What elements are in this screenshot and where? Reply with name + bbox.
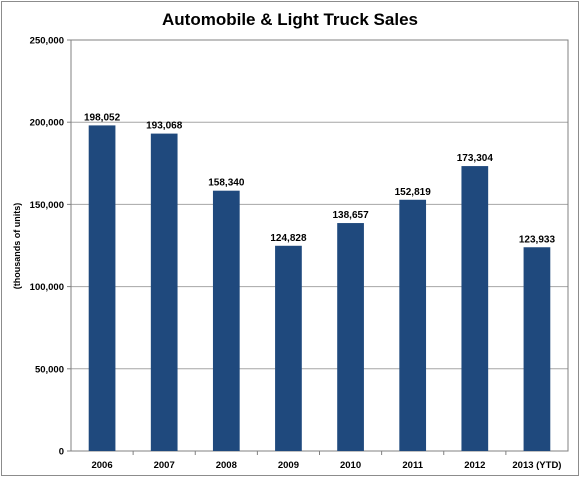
x-tick-label: 2006 — [91, 460, 112, 471]
y-tick-label: 200,000 — [30, 118, 64, 129]
grid-lines — [71, 39, 568, 370]
x-tick-label: 2011 — [402, 460, 423, 471]
y-tick-label: 250,000 — [30, 36, 64, 47]
y-axis-label: (thousands of units) — [12, 203, 22, 290]
bar — [523, 247, 551, 451]
data-label: 138,657 — [332, 210, 369, 221]
data-label: 193,068 — [146, 121, 183, 132]
x-tick-label: 2008 — [216, 460, 237, 471]
data-label: 158,340 — [208, 178, 245, 189]
bar — [150, 133, 178, 452]
bar — [337, 223, 364, 451]
bar — [88, 125, 116, 451]
data-label: 124,828 — [270, 233, 307, 244]
data-label: 198,052 — [84, 112, 121, 123]
plot-area-border — [70, 39, 569, 452]
y-tick-label: 100,000 — [30, 282, 64, 293]
bar — [275, 245, 302, 451]
y-tick-label: 150,000 — [30, 200, 64, 211]
x-tick-label: 2013 (YTD) — [512, 460, 561, 471]
bars — [88, 125, 551, 452]
bar — [461, 166, 489, 451]
bar — [212, 190, 240, 452]
x-tick-label: 2009 — [278, 460, 299, 471]
data-label: 152,819 — [395, 187, 432, 198]
data-label: 173,304 — [457, 153, 494, 164]
data-label: 123,933 — [519, 234, 556, 245]
y-axis-ticks: 0 50,000 100,000 150,000 200,000 250,000 — [30, 36, 71, 458]
y-tick-label: 50,000 — [35, 364, 64, 375]
y-tick-label: 0 — [59, 447, 64, 458]
data-labels: 198,052 193,068 158,340 124,828 138,657 152,8… — [84, 112, 555, 245]
chart-title: Automobile & Light Truck Sales — [162, 10, 418, 29]
x-axis-ticks: 2006 2007 2008 2009 2010 2011 2012 2013 (YTD) — [91, 451, 561, 471]
x-tick-label: 2007 — [154, 460, 175, 471]
bar — [399, 199, 427, 451]
x-tick-label: 2012 — [464, 460, 485, 471]
x-tick-label: 2010 — [340, 460, 361, 471]
